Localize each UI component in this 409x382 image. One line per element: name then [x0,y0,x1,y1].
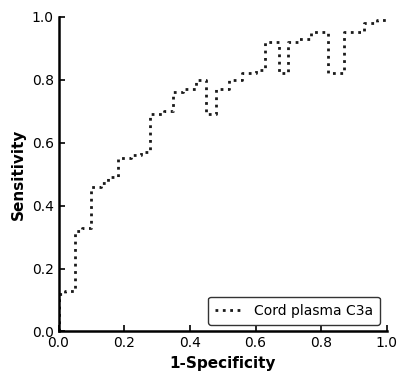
Legend: Cord plasma C3a: Cord plasma C3a [208,297,380,325]
Line: Cord plasma C3a: Cord plasma C3a [58,20,387,332]
X-axis label: 1-Specificity: 1-Specificity [169,356,276,371]
Cord plasma C3a [375,18,380,22]
Cord plasma C3a [89,185,94,189]
Cord plasma C3a [240,77,245,82]
Cord plasma C3a [138,150,143,154]
Y-axis label: Sensitivity: Sensitivity [11,128,26,220]
Cord plasma C3a [128,156,133,160]
Cord plasma C3a [56,329,61,334]
Cord plasma C3a [138,153,143,157]
Cord plasma C3a [115,175,120,180]
Cord plasma C3a [384,18,389,22]
